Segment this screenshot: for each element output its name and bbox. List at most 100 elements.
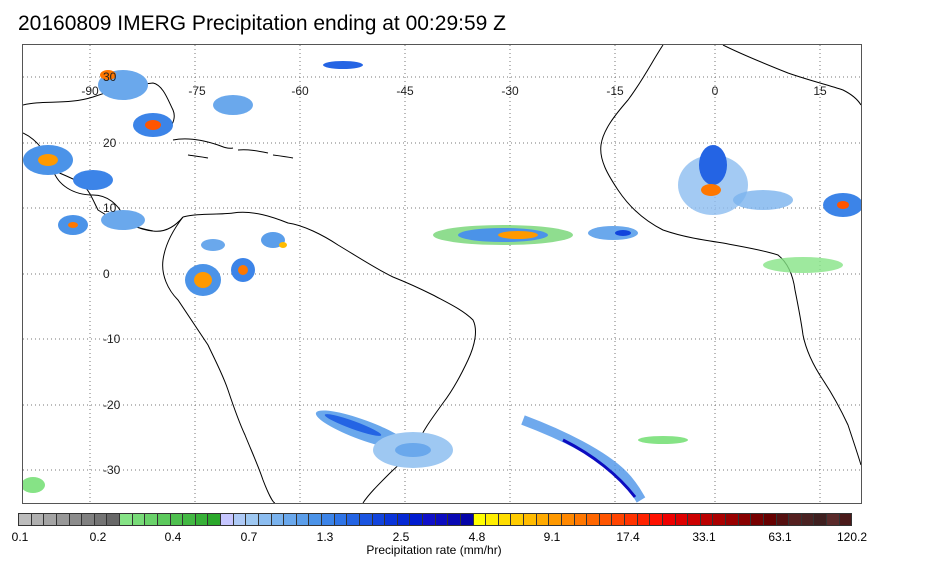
lat-label: 20: [103, 136, 117, 150]
map-title: 20160809 IMERG Precipitation ending at 0…: [18, 12, 506, 35]
colorbar-tick-label: 33.1: [692, 530, 716, 544]
lat-label: 30: [103, 70, 117, 84]
colorbar-swatch: [385, 514, 398, 525]
colorbar-swatch: [738, 514, 752, 525]
colorbar-swatch: [789, 514, 802, 525]
colorbar-swatch: [120, 514, 133, 525]
colorbar-swatch: [183, 514, 196, 525]
colorbar-tick-label: 0.2: [89, 530, 107, 544]
colorbar-swatch: [549, 514, 562, 525]
latitude-labels: 30 20 10 0 -10 -20 -30: [103, 70, 121, 477]
colorbar: [18, 513, 852, 526]
colorbar-swatch: [372, 514, 386, 525]
colorbar-swatch: [688, 514, 701, 525]
colorbar-swatch: [334, 514, 348, 525]
colorbar-swatch: [195, 514, 209, 525]
lat-label: 0: [103, 267, 110, 281]
coastlines: [23, 45, 861, 503]
lat-label: 10: [103, 201, 117, 215]
colorbar-swatch: [814, 514, 827, 525]
colorbar-swatch: [296, 514, 310, 525]
colorbar-swatch: [69, 514, 83, 525]
colorbar-swatch: [322, 514, 335, 525]
colorbar-swatch: [284, 514, 297, 525]
colorbar-swatch: [208, 514, 221, 525]
colorbar-swatch: [637, 514, 651, 525]
lat-label: -10: [103, 332, 121, 346]
colorbar-swatch: [751, 514, 764, 525]
colorbar-swatch: [726, 514, 739, 525]
colorbar-swatch: [574, 514, 588, 525]
colorbar-swatch: [524, 514, 537, 525]
colorbar-units-label: Precipitation rate (mm/hr): [366, 543, 502, 557]
precipitation-field: [23, 61, 861, 503]
colorbar-swatch: [107, 514, 120, 525]
colorbar-swatch: [44, 514, 57, 525]
lon-label: 0: [712, 84, 719, 98]
colorbar-swatch: [82, 514, 95, 525]
lon-label: -60: [291, 84, 309, 98]
colorbar-swatch: [309, 514, 322, 525]
colorbar-swatch: [498, 514, 512, 525]
colorbar-swatch: [56, 514, 70, 525]
colorbar-swatch: [170, 514, 184, 525]
colorbar-swatch: [587, 514, 600, 525]
colorbar-swatch: [397, 514, 411, 525]
lon-label: -30: [501, 84, 519, 98]
colorbar-swatch: [839, 514, 852, 525]
colorbar-swatch: [145, 514, 158, 525]
colorbar-swatch: [157, 514, 171, 525]
colorbar-swatch: [410, 514, 423, 525]
colorbar-tick-label: 0.4: [164, 530, 182, 544]
colorbar-tick-label: 63.1: [768, 530, 792, 544]
colorbar-swatch: [347, 514, 360, 525]
colorbar-tick-label: 9.1: [543, 530, 561, 544]
lat-label: -30: [103, 463, 121, 477]
colorbar-swatch: [258, 514, 272, 525]
colorbar-swatch: [423, 514, 436, 525]
colorbar-tick-label: 120.2: [836, 530, 868, 544]
colorbar-swatch: [435, 514, 449, 525]
colorbar-swatch: [246, 514, 259, 525]
precipitation-map: -90 -75 -60 -45 -30 -15 0 15 30 20 10 0 …: [22, 44, 862, 504]
colorbar-swatch: [31, 514, 45, 525]
lat-label: -20: [103, 398, 121, 412]
colorbar-swatch: [19, 514, 32, 525]
colorbar-swatch: [776, 514, 790, 525]
colorbar-swatch: [650, 514, 663, 525]
colorbar-swatch: [700, 514, 714, 525]
colorbar-swatch: [599, 514, 613, 525]
colorbar-swatch: [359, 514, 373, 525]
colorbar-swatch: [662, 514, 676, 525]
colorbar-swatch: [561, 514, 575, 525]
colorbar-swatch: [511, 514, 524, 525]
lon-label: -75: [188, 84, 206, 98]
colorbar-tick-label: 0.7: [240, 530, 258, 544]
longitude-labels: -90 -75 -60 -45 -30 -15 0 15: [81, 84, 827, 98]
lon-label: -15: [606, 84, 624, 98]
lon-label: -90: [81, 84, 99, 98]
colorbar-swatch: [473, 514, 487, 525]
colorbar-swatch: [233, 514, 247, 525]
colorbar-tick-label: 17.4: [616, 530, 640, 544]
colorbar-swatch: [801, 514, 815, 525]
colorbar-tick-label: 4.8: [468, 530, 486, 544]
lon-label: 15: [813, 84, 827, 98]
colorbar-swatch: [827, 514, 840, 525]
lon-label: -45: [396, 84, 414, 98]
colorbar-tick-label: 0.1: [11, 530, 29, 544]
colorbar-swatch: [132, 514, 146, 525]
colorbar-swatch: [536, 514, 550, 525]
colorbar-swatch: [221, 514, 234, 525]
colorbar-swatch: [486, 514, 499, 525]
colorbar-swatch: [612, 514, 625, 525]
colorbar-ticks: 0.1 0.2 0.4 0.7 1.3 2.5 4.8 9.1 17.4 33.…: [0, 530, 944, 546]
colorbar-tick-label: 1.3: [316, 530, 334, 544]
colorbar-tick-label: 2.5: [392, 530, 410, 544]
colorbar-swatch: [94, 514, 108, 525]
colorbar-swatch: [460, 514, 474, 525]
colorbar-swatch: [713, 514, 726, 525]
colorbar-swatch: [675, 514, 689, 525]
colorbar-swatch: [271, 514, 285, 525]
colorbar-swatch: [625, 514, 638, 525]
